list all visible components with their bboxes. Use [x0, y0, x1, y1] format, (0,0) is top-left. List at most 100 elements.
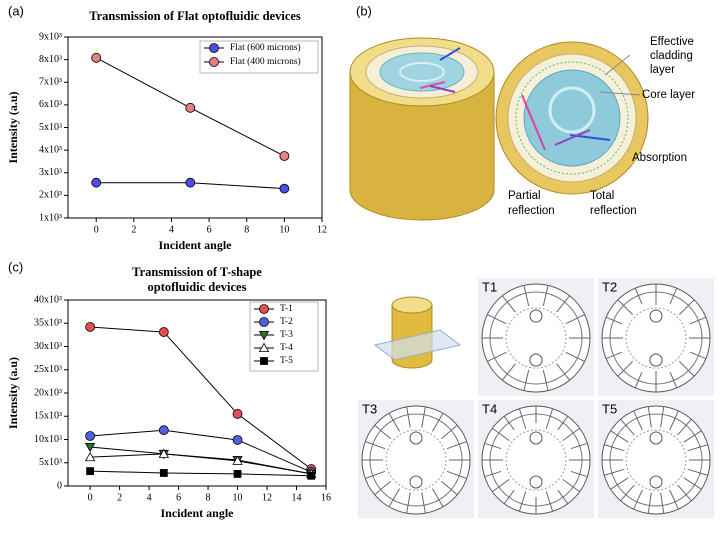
y-tick-label: 30x10³ [34, 341, 62, 352]
marker [158, 425, 169, 436]
device-fin [501, 295, 516, 313]
legend-box [199, 40, 319, 74]
y-tick-label: 7x10³ [39, 77, 62, 88]
device-fin [571, 442, 588, 450]
device-core [625, 429, 687, 491]
legend-marker [209, 43, 219, 53]
marker [91, 177, 102, 188]
device-hole [529, 431, 543, 445]
device-fin [660, 492, 665, 514]
device-fin [545, 491, 554, 512]
device-fin [647, 406, 652, 428]
y-tick-label: 25x10³ [34, 364, 62, 375]
device-fin [605, 351, 623, 360]
y-tick-label: 1x10³ [39, 212, 62, 223]
device-fin [683, 430, 702, 443]
chart-title: Transmission of T-shape [132, 265, 262, 279]
y-tick-label: 40x10³ [34, 294, 62, 305]
legend-marker [258, 330, 270, 341]
marker [85, 431, 96, 441]
marker [279, 183, 290, 194]
diagram-label: reflection [590, 205, 637, 217]
device-fin [374, 480, 392, 496]
device-fin [620, 418, 635, 436]
device-fin [484, 442, 501, 450]
x-tick-label: 10 [233, 492, 243, 503]
marker [86, 467, 95, 476]
device-fin [503, 416, 515, 431]
diagram-label: Total [590, 190, 614, 202]
cylinder-3d [349, 37, 495, 221]
legend-marker [259, 317, 269, 327]
device-fin [501, 363, 516, 381]
device-fin [406, 406, 411, 428]
chart-title: Transmission of Flat optofluidic devices [89, 9, 301, 23]
device-fin [365, 441, 386, 450]
y-tick-label: 9x10³ [39, 31, 62, 42]
device-fin [683, 477, 702, 490]
marker [158, 448, 170, 458]
device-fin [634, 287, 643, 305]
legend-label: T-1 [280, 304, 293, 314]
panel-label: (a) [8, 3, 24, 18]
x-tick-label: 2 [131, 224, 136, 235]
y-tick-label: 10x10³ [34, 434, 62, 445]
device-grid: T1 T2 T3 T4 T5 [358, 278, 714, 518]
device-fin [687, 444, 708, 452]
device-fin [669, 489, 679, 510]
series-line [90, 326, 312, 470]
y-tick-label: 15x10³ [34, 411, 62, 422]
diagram-label: Core layer [642, 89, 695, 101]
device-hole [529, 475, 543, 489]
marker [91, 52, 102, 63]
device-fin [388, 412, 400, 432]
marker [307, 471, 316, 480]
legend-marker [259, 304, 269, 314]
chart-title: optofluidic devices [148, 280, 247, 294]
device-fin [432, 412, 444, 432]
device-fin [571, 470, 588, 478]
device-hole [409, 475, 423, 489]
x-tick-label: 8 [244, 224, 249, 235]
device-fin [492, 427, 510, 442]
y-tick-label: 8x10³ [39, 54, 62, 65]
x-tick-label: 4 [169, 224, 174, 235]
panel-label: (c) [8, 259, 23, 274]
device-fin [669, 371, 678, 389]
legend-label: T-5 [280, 356, 293, 366]
legend-label: T-2 [280, 317, 293, 327]
x-tick-label: 6 [207, 224, 212, 235]
device-fin [440, 424, 458, 440]
device-label: T5 [602, 401, 617, 416]
marker [158, 327, 169, 337]
x-tick-label: 2 [117, 492, 122, 503]
device-hole [649, 353, 663, 367]
device-label: T3 [362, 401, 377, 416]
device-fin [687, 468, 708, 476]
marker [279, 151, 290, 161]
device-fin [620, 484, 635, 502]
panel-label: (b) [356, 3, 372, 18]
diagram-label: cladding [650, 50, 693, 62]
y-tick-label: 20x10³ [34, 387, 62, 398]
x-tick-label: 12 [317, 224, 327, 235]
device-fin [432, 488, 444, 508]
device-label: T1 [482, 279, 497, 294]
device-fin [518, 408, 527, 429]
device-fin [633, 489, 643, 510]
device-fin [446, 470, 467, 479]
device-fin [518, 491, 527, 512]
device-fin [669, 287, 678, 305]
legend-label: T-4 [280, 343, 293, 353]
device-fin [406, 492, 411, 514]
device-core [505, 429, 567, 491]
marker [185, 102, 196, 113]
marker [185, 177, 196, 188]
diagram-label: Absorption [632, 152, 687, 164]
y-tick-label: 4x10³ [39, 144, 62, 155]
x-tick-label: 0 [94, 224, 99, 235]
x-tick-label: 12 [262, 492, 272, 503]
series-line [90, 470, 312, 477]
device-fin [605, 316, 623, 325]
